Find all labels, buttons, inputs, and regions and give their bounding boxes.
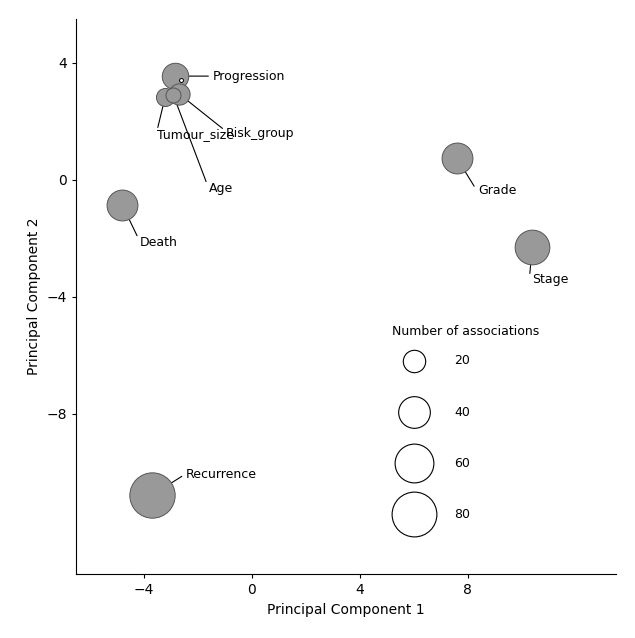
Text: Tumour_size: Tumour_size: [157, 128, 234, 141]
Point: [160, 91, 170, 101]
Point: [451, 152, 462, 163]
X-axis label: Principal Component 1: Principal Component 1: [267, 603, 425, 617]
Text: 80: 80: [454, 508, 470, 521]
Text: Progression: Progression: [213, 70, 285, 82]
Text: Age: Age: [208, 182, 232, 195]
Point: [527, 242, 537, 252]
Y-axis label: Principal Component 2: Principal Component 2: [27, 218, 41, 375]
Point: [147, 490, 157, 500]
Point: [408, 356, 418, 366]
Point: [170, 71, 180, 81]
Point: [117, 200, 127, 210]
Point: [168, 90, 178, 100]
Point: [408, 509, 418, 519]
Point: [408, 458, 418, 468]
Text: Recurrence: Recurrence: [185, 468, 257, 482]
Text: Risk_group: Risk_group: [226, 126, 295, 140]
Text: 60: 60: [454, 457, 470, 470]
Text: Death: Death: [140, 236, 178, 249]
Text: Stage: Stage: [531, 272, 568, 286]
Text: Grade: Grade: [478, 184, 516, 197]
Text: 20: 20: [454, 355, 470, 367]
Point: [173, 89, 184, 99]
Text: Number of associations: Number of associations: [392, 325, 539, 338]
Point: [177, 75, 187, 85]
Point: [408, 407, 418, 417]
Text: 40: 40: [454, 406, 470, 419]
